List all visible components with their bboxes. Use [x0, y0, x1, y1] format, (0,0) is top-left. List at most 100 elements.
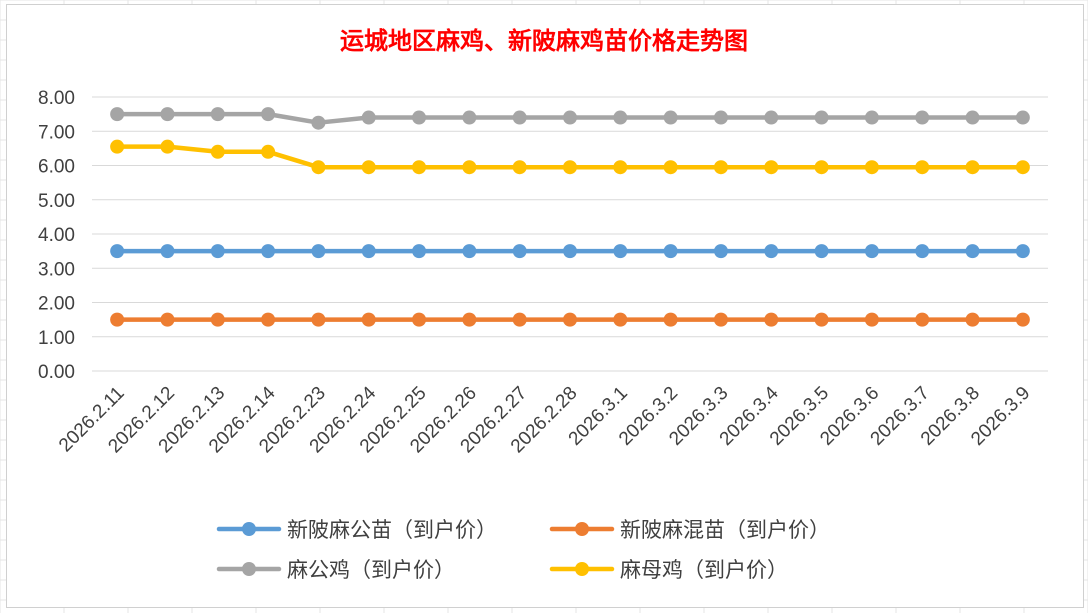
- data-point: [915, 312, 930, 327]
- legend-label: 麻母鸡（到户价）: [620, 558, 788, 582]
- legend-entry[interactable]: 麻公鸡（到户价）: [216, 558, 455, 582]
- data-point: [261, 144, 276, 159]
- data-point: [613, 160, 628, 175]
- data-point: [713, 312, 728, 327]
- data-point: [361, 244, 376, 259]
- data-point: [563, 110, 577, 125]
- data-point: [210, 244, 225, 259]
- data-point: [512, 312, 527, 327]
- data-point: [965, 244, 980, 259]
- y-tick-label: 1.00: [38, 328, 75, 349]
- legend: 新陂麻公苗（到户价） 新陂麻混苗（到户价） 麻公鸡（到户价） 麻母鸡（到户价）: [216, 518, 830, 582]
- data-point: [713, 160, 728, 175]
- y-tick-label: 8.00: [38, 88, 75, 109]
- data-point: [1015, 110, 1030, 125]
- x-axis-tick-labels: 2026.2.112026.2.122026.2.132026.2.142026…: [55, 382, 1034, 457]
- data-point: [160, 139, 175, 154]
- y-tick-label: 7.00: [38, 122, 75, 143]
- data-point: [613, 312, 628, 327]
- data-point: [764, 244, 779, 259]
- data-point: [915, 244, 930, 259]
- data-point: [663, 244, 678, 259]
- series: [110, 244, 1030, 259]
- data-point: [361, 110, 376, 125]
- series-lines: [110, 107, 1030, 327]
- data-point: [110, 312, 125, 327]
- data-point: [663, 160, 678, 175]
- data-point: [613, 244, 628, 259]
- data-point: [412, 244, 427, 259]
- legend-label: 新陂麻公苗（到户价）: [287, 518, 497, 542]
- data-point: [311, 312, 326, 327]
- series: [110, 312, 1030, 327]
- chart-title: 运城地区麻鸡、新陂麻鸡苗价格走势图: [340, 26, 748, 55]
- y-tick-label: 6.00: [38, 157, 75, 178]
- data-point: [764, 160, 779, 175]
- data-point: [663, 312, 678, 327]
- legend-swatch-marker: [575, 562, 589, 576]
- data-point: [563, 160, 577, 175]
- y-tick-label: 4.00: [38, 225, 75, 246]
- y-tick-label: 5.00: [38, 191, 75, 212]
- legend-entry[interactable]: 新陂麻混苗（到户价）: [549, 518, 830, 542]
- data-point: [814, 160, 829, 175]
- legend-entry[interactable]: 麻母鸡（到户价）: [549, 558, 788, 582]
- y-tick-label: 0.00: [38, 362, 75, 383]
- data-point: [210, 107, 225, 122]
- y-tick-label: 2.00: [38, 294, 75, 315]
- data-point: [512, 110, 527, 125]
- data-point: [512, 160, 527, 175]
- data-point: [110, 244, 125, 259]
- data-point: [412, 110, 427, 125]
- data-point: [412, 160, 427, 175]
- data-point: [1015, 312, 1030, 327]
- data-point: [965, 110, 980, 125]
- data-point: [160, 312, 175, 327]
- series: [110, 107, 1030, 130]
- data-point: [713, 110, 728, 125]
- data-point: [1015, 244, 1030, 259]
- data-point: [814, 312, 829, 327]
- data-point: [210, 312, 225, 327]
- data-point: [864, 244, 879, 259]
- data-point: [864, 312, 879, 327]
- legend-label: 新陂麻混苗（到户价）: [620, 518, 830, 542]
- data-point: [462, 110, 477, 125]
- data-point: [311, 160, 326, 175]
- data-point: [915, 110, 930, 125]
- data-point: [915, 160, 930, 175]
- data-point: [814, 110, 829, 125]
- data-point: [361, 312, 376, 327]
- data-point: [563, 244, 577, 259]
- data-point: [311, 115, 326, 130]
- data-point: [361, 160, 376, 175]
- chart-area[interactable]: [6, 4, 1084, 608]
- y-tick-label: 3.00: [38, 259, 75, 280]
- data-point: [462, 244, 477, 259]
- legend-swatch-marker: [575, 522, 589, 536]
- legend-swatch-marker: [242, 522, 256, 536]
- legend-label: 麻公鸡（到户价）: [287, 558, 455, 582]
- data-point: [261, 244, 276, 259]
- data-point: [864, 110, 879, 125]
- data-point: [110, 107, 125, 122]
- data-point: [1015, 160, 1030, 175]
- legend-entry[interactable]: 新陂麻公苗（到户价）: [216, 518, 497, 542]
- data-point: [764, 110, 779, 125]
- data-point: [713, 244, 728, 259]
- data-point: [311, 244, 326, 259]
- legend-swatch-marker: [242, 562, 256, 576]
- data-point: [663, 110, 678, 125]
- data-point: [864, 160, 879, 175]
- data-point: [965, 312, 980, 327]
- data-point: [814, 244, 829, 259]
- data-point: [462, 312, 477, 327]
- data-point: [965, 160, 980, 175]
- y-axis-tick-labels: 0.00 1.00 2.00 3.00 4.00 5.00 6.00 7.00 8.00: [38, 88, 75, 383]
- data-point: [160, 107, 175, 122]
- data-point: [110, 139, 125, 154]
- data-point: [210, 144, 225, 159]
- series: [110, 139, 1030, 175]
- data-point: [412, 312, 427, 327]
